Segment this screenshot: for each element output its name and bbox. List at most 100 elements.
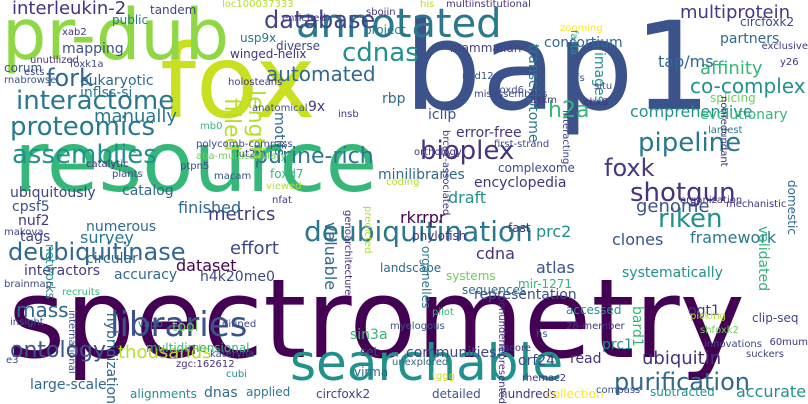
word-11: proteomics xyxy=(10,112,156,142)
word-161: recruits xyxy=(62,287,100,298)
word-47: splicing xyxy=(710,91,756,105)
word-136: 60mum xyxy=(769,337,808,348)
word-129: misassemblies xyxy=(474,89,548,100)
word-148: international xyxy=(66,310,77,374)
word-159: makova xyxy=(4,227,44,238)
word-48: genome xyxy=(636,196,710,217)
word-63: landscape xyxy=(380,261,442,275)
word-73: applied xyxy=(246,385,291,399)
word-78: set xyxy=(360,345,379,359)
word-80: sin3a xyxy=(350,327,388,343)
word-150: zgc:162612 xyxy=(176,359,235,370)
word-186: sbojin xyxy=(366,7,396,18)
word-99: error-free xyxy=(456,125,522,141)
word-98: complexome xyxy=(498,161,575,175)
word-117: inflss-si xyxy=(80,85,133,101)
word-133: tfs xyxy=(572,73,585,84)
word-149: vapb xyxy=(138,319,163,330)
word-30: co-complex xyxy=(690,74,806,98)
word-193: nonunderrepresented xyxy=(496,295,507,404)
word-188: multiinstitutional xyxy=(446,0,531,10)
word-82: hybridization xyxy=(103,312,119,404)
word-124: clip-seq xyxy=(752,311,799,325)
word-62: domestic xyxy=(785,180,799,235)
word-171: catalytic xyxy=(86,159,129,170)
word-135: rhemac2 xyxy=(522,373,567,384)
word-72: dnas xyxy=(204,385,238,401)
word-39: accurate xyxy=(736,382,807,401)
word-6: annotated xyxy=(296,1,502,47)
word-45: partners xyxy=(720,31,780,47)
word-126: y26 xyxy=(780,57,799,68)
word-130: asxm xyxy=(530,95,557,106)
word-151: e3 xyxy=(6,355,19,366)
word-64: representation xyxy=(474,287,577,303)
word-24: automated xyxy=(266,62,376,86)
word-68: hundreds xyxy=(500,387,557,401)
word-52: finished xyxy=(178,198,242,217)
word-79: read xyxy=(570,351,602,367)
word-31: h2a xyxy=(548,98,590,123)
word-35: thousands xyxy=(118,342,212,363)
word-166: lut2 xyxy=(236,149,256,160)
word-192: brca1-associated xyxy=(440,130,451,216)
word-97: encyclopedia xyxy=(474,175,567,191)
word-138: innovations xyxy=(704,339,762,350)
word-0: spectrometry xyxy=(8,255,745,383)
word-70: collection xyxy=(546,387,604,401)
word-89: accuracy xyxy=(114,267,178,283)
word-164: nfat xyxy=(272,195,292,206)
word-165: macam xyxy=(214,171,252,182)
word-142: ascore xyxy=(498,343,531,354)
word-96: nuf2 xyxy=(18,213,50,229)
word-123: foxd7 xyxy=(270,167,304,181)
word-107: fast xyxy=(508,221,531,235)
word-65: accessed xyxy=(566,303,622,317)
word-125: exclusive xyxy=(761,41,808,52)
word-7: deubiquitination xyxy=(304,215,533,248)
word-134: situ xyxy=(594,81,613,92)
word-76: orf24 xyxy=(518,353,556,369)
word-106: mir-1271 xyxy=(518,277,573,291)
word-141: 28-member xyxy=(566,321,625,332)
word-27: interleukin-2 xyxy=(12,0,127,19)
word-110: rbp xyxy=(382,91,406,107)
word-59: atlas xyxy=(536,258,575,277)
word-16: cdnas xyxy=(342,38,419,68)
word-5: searchable xyxy=(290,334,564,392)
word-33: comprehensive xyxy=(630,102,753,121)
word-158: nonredundant xyxy=(718,96,729,167)
word-15: database xyxy=(264,6,376,34)
word-40: manually xyxy=(94,106,178,127)
word-17: fork xyxy=(46,64,93,92)
word-113: winged-helix xyxy=(230,47,307,61)
word-169: genoarchitecture xyxy=(342,210,353,296)
word-190: orthology xyxy=(414,147,462,158)
word-103: organelles xyxy=(419,246,433,309)
word-71: circfoxk2 xyxy=(316,387,371,401)
word-122: minilibraries xyxy=(378,167,465,183)
word-143: compass xyxy=(596,385,641,396)
word-41: consortium xyxy=(544,35,623,51)
word-181: foxk1a xyxy=(70,59,104,70)
word-162: pilot xyxy=(432,307,454,318)
word-90: circular xyxy=(86,251,138,267)
word-104: systems xyxy=(446,269,496,283)
word-170: plants xyxy=(112,169,143,180)
word-1: resource xyxy=(14,113,378,211)
word-146: difined xyxy=(222,319,257,330)
word-55: dataset xyxy=(176,256,237,275)
word-187: his xyxy=(420,0,435,10)
word-185: enriched xyxy=(282,13,326,24)
word-61: validated xyxy=(755,226,771,292)
word-32: tap/ms xyxy=(658,52,714,71)
word-3: fox xyxy=(160,23,316,142)
word-177: holosteans xyxy=(228,77,283,88)
word-120: tandem xyxy=(150,3,197,17)
word-51: draft xyxy=(448,188,487,207)
word-67: detailed xyxy=(432,387,481,401)
word-111: project xyxy=(364,23,406,37)
word-127: largest xyxy=(708,125,743,136)
word-8: deubiquitinase xyxy=(8,238,186,266)
word-131: cbx6 xyxy=(584,97,609,108)
